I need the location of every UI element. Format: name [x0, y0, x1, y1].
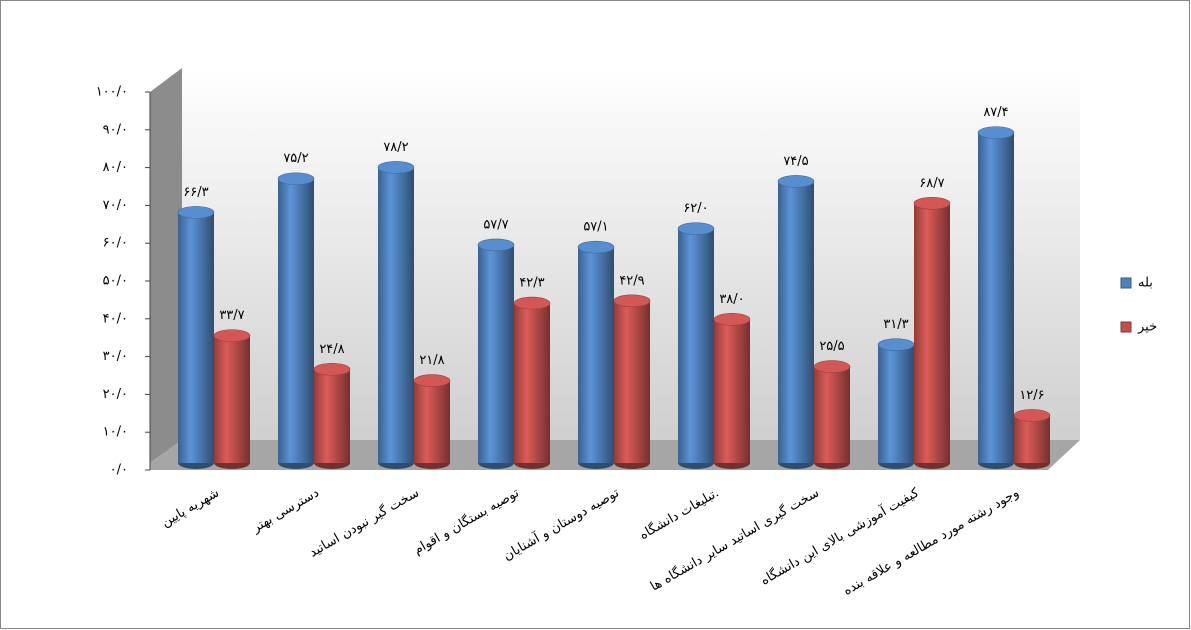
bar-cap — [913, 197, 951, 210]
bar — [913, 197, 951, 469]
bar — [977, 126, 1015, 469]
data-label: ۷۸/۲ — [383, 140, 408, 155]
bar-body — [914, 203, 950, 463]
legend-swatch — [1120, 277, 1132, 289]
bar-body — [478, 244, 514, 463]
bar — [677, 222, 715, 469]
data-label: ۷۵/۲ — [283, 151, 308, 166]
y-tick-label: ۶۰/۰ — [103, 236, 128, 251]
y-tick-label: ۲۰/۰ — [103, 387, 128, 402]
bar-body — [1014, 415, 1050, 463]
y-tick-label: ۹۰/۰ — [103, 122, 128, 137]
bar-cap — [777, 175, 815, 188]
bar-cap — [677, 222, 715, 235]
side-wall — [150, 68, 182, 463]
data-label: ۲۵/۵ — [819, 339, 844, 354]
y-tick-label: ۷۰/۰ — [103, 198, 128, 213]
data-label: ۳۸/۰ — [719, 292, 744, 307]
bar-cap — [213, 329, 251, 342]
bar-cap — [977, 126, 1015, 139]
bar — [777, 175, 815, 469]
bar — [713, 313, 751, 469]
bar-body — [678, 228, 714, 463]
y-tick-label: ۴۰/۰ — [103, 311, 128, 326]
bar-body — [978, 132, 1014, 464]
bar-body — [778, 181, 814, 463]
bar — [513, 296, 551, 469]
y-tick-label: ۳۰/۰ — [103, 349, 128, 364]
data-label: ۲۱/۸ — [419, 353, 444, 368]
bar-body — [214, 335, 250, 463]
bar — [813, 360, 851, 469]
legend-label: بله — [1138, 276, 1153, 291]
data-label: ۸۷/۴ — [983, 105, 1008, 120]
bar-cap — [513, 296, 551, 310]
y-tick-label: ۱۰/۰ — [103, 425, 128, 440]
bar-cap — [577, 240, 615, 254]
data-label: ۳۱/۳ — [883, 317, 908, 332]
bar-body — [378, 167, 414, 464]
bar-cap — [177, 206, 215, 219]
bar — [313, 362, 351, 469]
data-label: ۷۴/۵ — [783, 154, 808, 169]
legend-label: خیر — [1137, 320, 1157, 335]
data-label: ۵۷/۱ — [583, 220, 608, 235]
bar-cap — [877, 338, 915, 351]
bar — [613, 294, 651, 469]
data-label: ۱۲/۶ — [1019, 388, 1044, 403]
data-label: ۳۳/۷ — [219, 308, 244, 323]
bar-body — [514, 303, 550, 463]
bar-body — [178, 212, 214, 463]
bar — [177, 206, 215, 469]
bar — [413, 374, 451, 469]
bar — [277, 172, 315, 469]
bar — [477, 238, 515, 469]
data-label: ۴۲/۹ — [619, 273, 644, 288]
bar-cap — [277, 172, 315, 186]
bar-cap — [1013, 409, 1051, 422]
bar-body — [878, 344, 914, 463]
bar-cap — [413, 374, 451, 387]
y-tick-label: ۰/۰ — [110, 463, 128, 478]
data-label: ۶۸/۷ — [919, 176, 944, 191]
bar-cap — [477, 238, 515, 252]
bar-body — [814, 366, 850, 463]
bar-body — [414, 380, 450, 463]
bar-cap — [377, 161, 415, 174]
legend-swatch — [1120, 321, 1132, 333]
data-label: ۶۲/۰ — [683, 201, 708, 216]
bar-body — [714, 319, 750, 463]
bar — [377, 161, 415, 469]
bar — [1013, 409, 1051, 469]
y-tick-label: ۱۰۰/۰ — [96, 85, 128, 100]
data-label: ۴۲/۳ — [519, 276, 544, 291]
bar-body — [278, 178, 314, 463]
y-tick-label: ۵۰/۰ — [103, 274, 128, 289]
bar-body — [314, 369, 350, 463]
bar-cap — [713, 313, 751, 326]
bar — [877, 338, 915, 469]
data-label: ۲۴/۸ — [319, 342, 344, 357]
bar-cap — [313, 362, 351, 376]
bar — [213, 329, 251, 469]
data-label: ۶۶/۳ — [183, 185, 208, 200]
data-label: ۵۷/۷ — [483, 217, 508, 232]
bar-body — [578, 247, 614, 463]
bar-body — [614, 300, 650, 463]
y-tick-label: ۸۰/۰ — [103, 160, 128, 175]
bar-cap — [813, 360, 851, 373]
bar — [577, 240, 615, 469]
bar-cap — [613, 294, 651, 308]
